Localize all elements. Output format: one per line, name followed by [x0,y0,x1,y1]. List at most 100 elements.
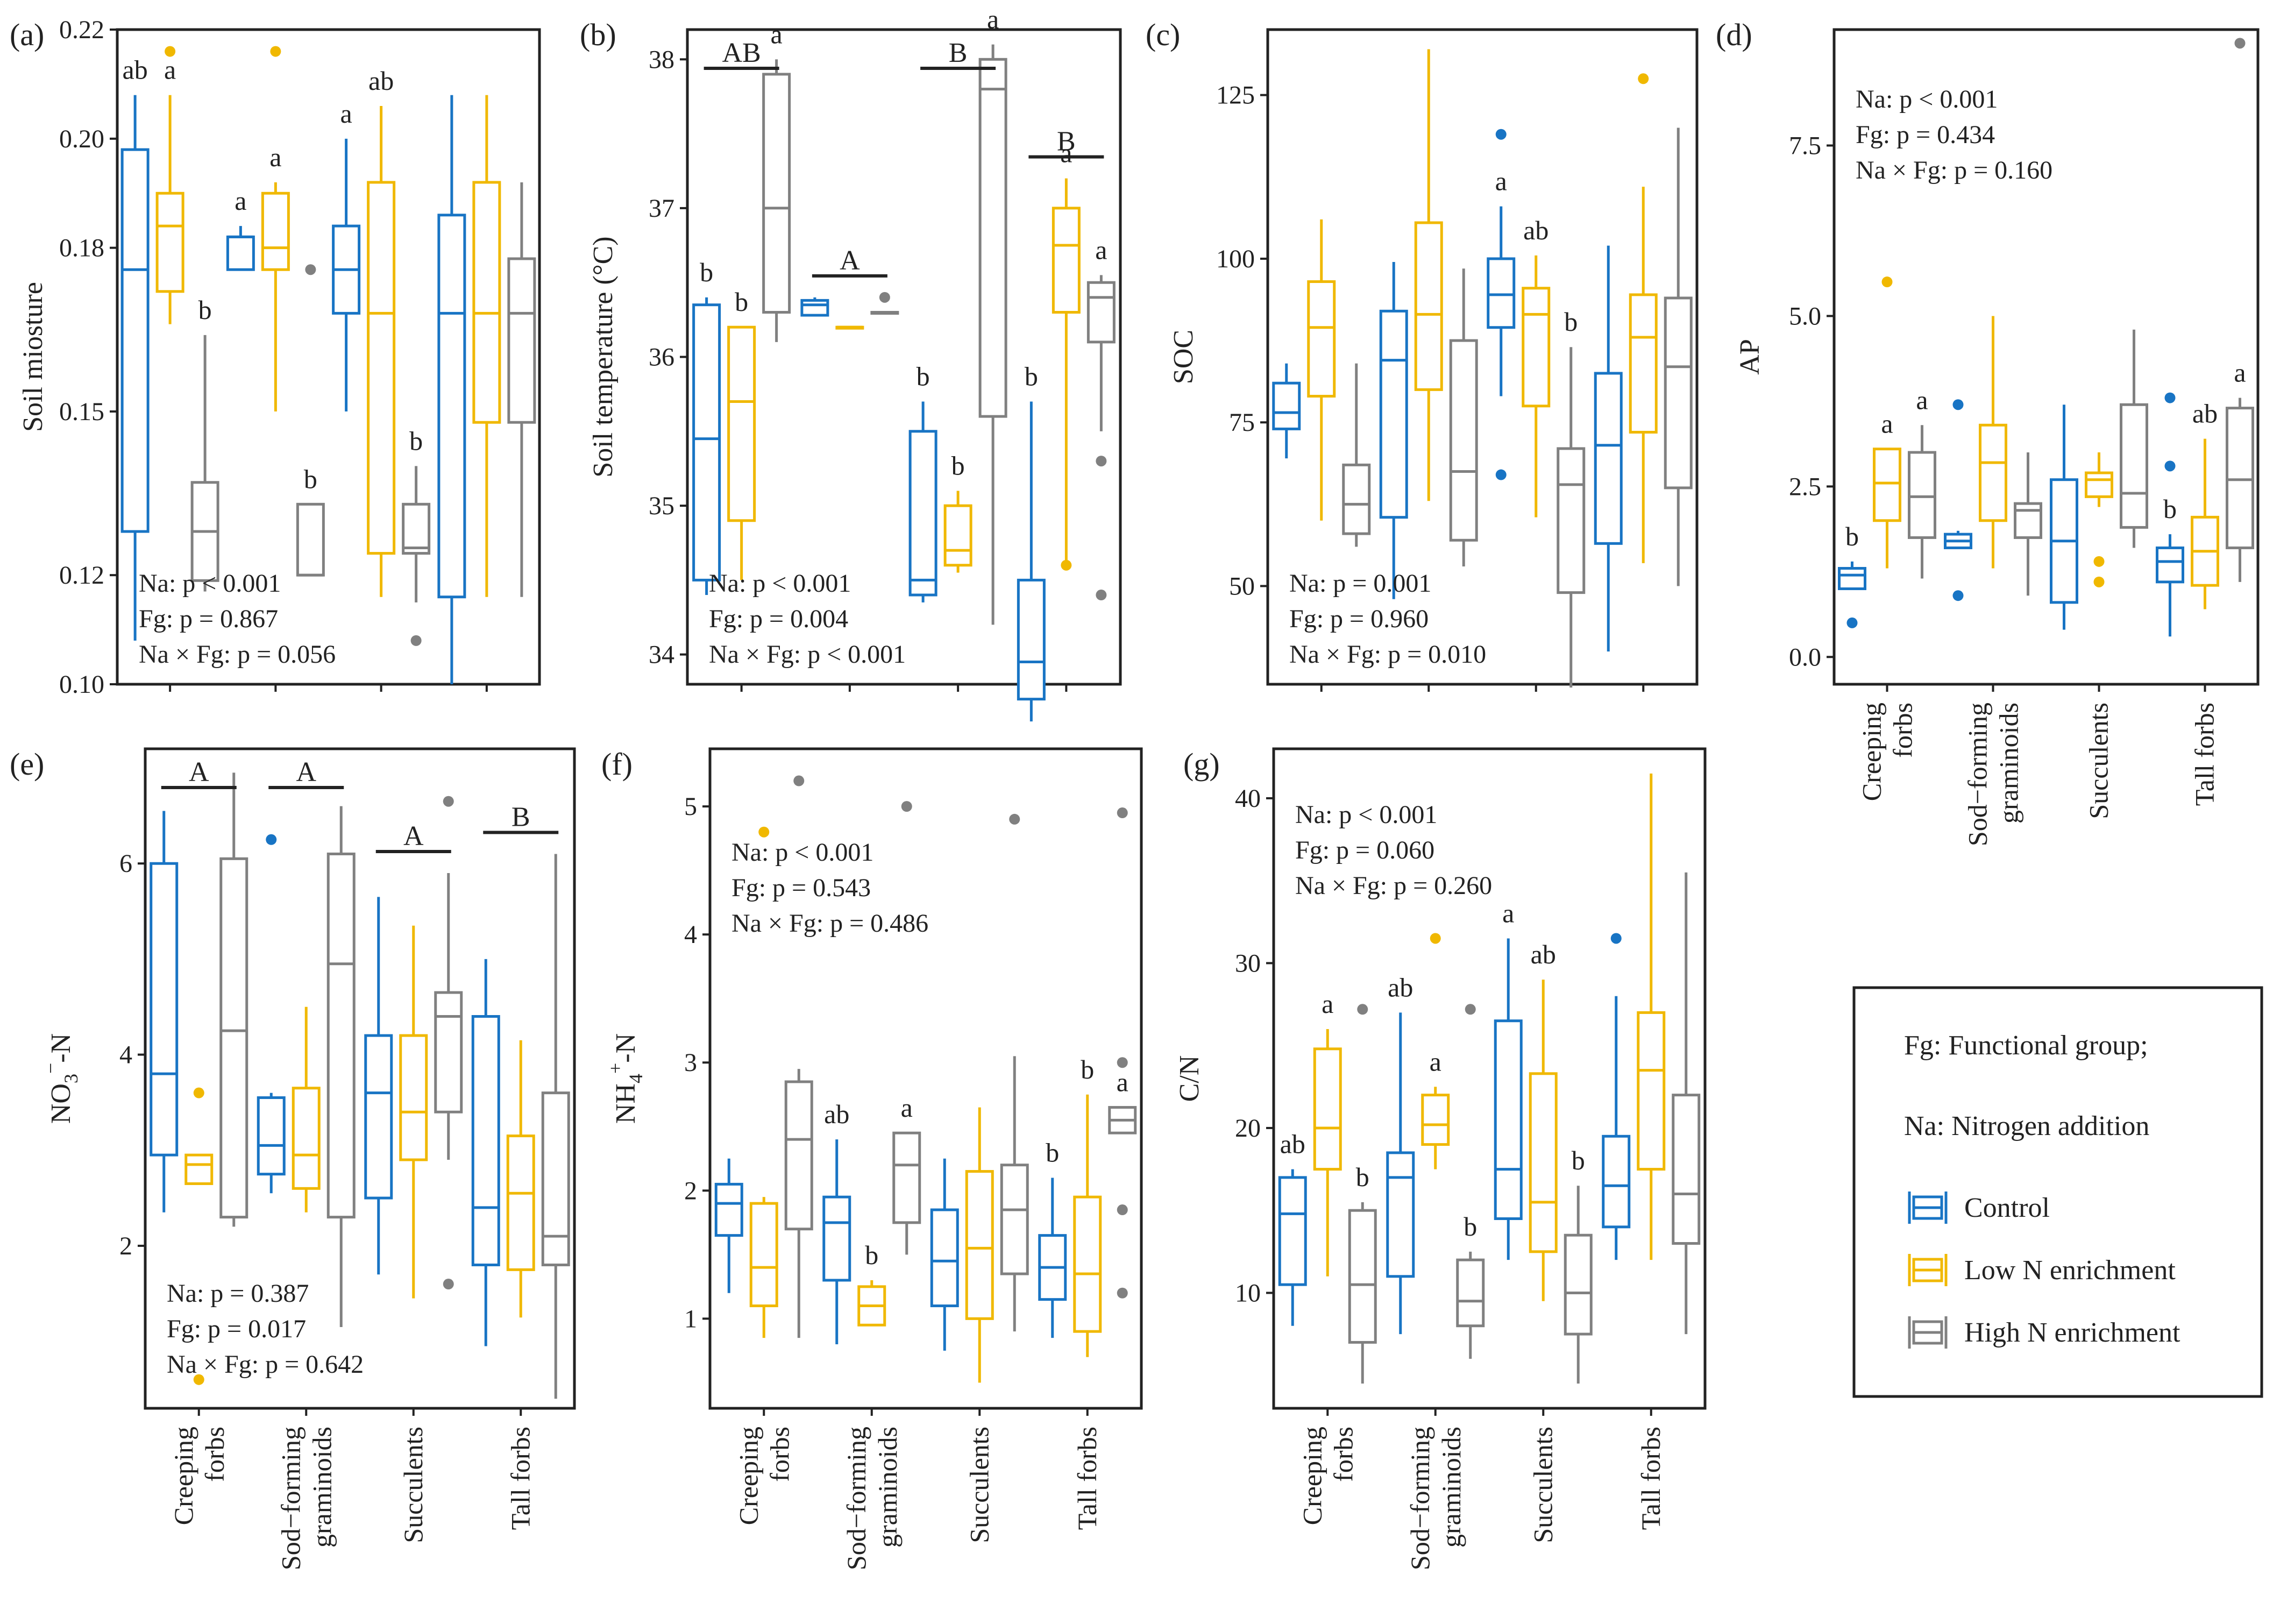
box-iqr [1086,281,1116,344]
box-iqr [1386,1151,1415,1278]
box-iqr [1494,1019,1523,1221]
box-control: a [1487,129,1516,480]
box-iqr [1000,1164,1029,1275]
box-low-n: a [261,46,290,412]
stats-line: Na × Fg: p = 0.160 [1856,156,2052,185]
box-iqr [908,430,937,597]
box-high-n: a [1108,807,1137,1299]
outlier-point [2093,576,2105,587]
box-low-n: ab [1522,215,1551,517]
box-iqr [2120,403,2148,529]
box-group-4 [1594,73,1693,652]
stats-line: Na: p < 0.001 [1856,85,1998,114]
box-control: b [908,361,937,602]
box-low-n [1979,316,2007,569]
significance-letter: b [865,1240,878,1270]
significance-letter: a [1117,1067,1128,1097]
box-iqr [1313,1047,1342,1171]
box-low-n: b [1073,1054,1102,1357]
outlier-point [193,1374,204,1385]
outlier-point [1952,590,1964,601]
box-iqr [507,257,536,424]
significance-letter: b [1572,1145,1585,1175]
box-iqr [800,299,829,317]
significance-letter: b [951,450,965,480]
box-iqr [226,235,255,271]
stats-line: Na × Fg: p = 0.260 [1295,871,1492,900]
box-group-3 [930,813,1029,1383]
outlier-point [2164,392,2176,403]
box-high-n [434,796,463,1290]
box-group-2 [800,292,899,330]
box-low-n [965,1107,994,1383]
y-tick-label: 0.10 [59,670,104,699]
outlier-point [1638,73,1649,84]
legend-item-low-n: Low N enrichment [1964,1255,2176,1286]
box-control: ab [1386,972,1415,1335]
y-tick-label: 36 [649,343,674,372]
box-high-n [2120,329,2148,548]
box-iqr [402,502,431,555]
y-axis-label: C/N [1174,1055,1205,1102]
significance-letter: a [2234,358,2246,388]
outlier-point [1495,469,1507,480]
y-tick-label: 10 [1235,1279,1261,1307]
box-iqr [1342,463,1371,535]
significance-letter: ab [1280,1129,1305,1159]
significance-letter: a [1322,989,1333,1019]
box-control [1944,399,1972,601]
group-letter: AB [722,38,761,68]
stats-line: Fg: p = 0.960 [1289,605,1429,633]
box-control: b [1017,361,1046,722]
significance-letter: b [1845,521,1859,551]
y-axis-label: NH4+-N [605,1033,647,1124]
box-iqr [943,504,972,567]
box-iqr [364,1034,393,1200]
panel-label-g: (g) [1183,747,1220,782]
x-category-label: Sod−forming [1405,1427,1435,1570]
y-tick-label: 100 [1216,245,1255,273]
outlier-point [1610,933,1622,944]
x-category-label: Creeping [1857,703,1887,801]
box-iqr [1487,257,1516,329]
significance-letter: a [1430,1046,1441,1076]
box-iqr [978,58,1007,418]
significance-letter: b [1081,1054,1094,1084]
box-group-1 [150,772,248,1385]
box-iqr [930,1208,959,1308]
legend-na-note: Na: Nitrogen addition [1904,1111,2149,1141]
y-tick-label: 0.20 [59,125,104,153]
box-low-n: ab [367,66,396,597]
box-control: b [1038,1137,1067,1338]
stats-line: Fg: p = 0.543 [731,874,871,902]
significance-letter: b [1564,307,1578,337]
stats-line: Fg: p = 0.060 [1295,836,1434,864]
box-iqr [1529,1072,1558,1253]
box-group-3: aab b [332,66,431,646]
x-category-label: forbs [1328,1427,1358,1482]
y-tick-label: 50 [1229,572,1255,600]
box-iqr [326,852,356,1219]
box-iqr [506,1134,535,1271]
box-iqr [292,1087,321,1190]
box-high-n: b [190,295,219,592]
box-control [437,95,466,684]
panel-label-c: (c) [1146,17,1180,52]
box-low-n: a [1052,138,1081,571]
box-iqr [727,325,756,522]
stats-line: Fg: p = 0.004 [709,605,848,633]
y-tick-label: 125 [1216,81,1255,110]
box-high-n [541,854,570,1399]
y-tick-label: 35 [649,492,674,520]
x-category-label: Creeping [168,1427,198,1525]
box-iqr [714,1182,743,1237]
outlier-point [270,46,281,57]
legend-key-control [1908,1192,1948,1224]
box-low-n: ab [2191,399,2219,609]
box-iqr [1838,566,1866,591]
y-axis-label: Soil miosture [18,282,48,432]
box-high-n [326,806,356,1327]
box-group-1: b aa [1838,276,1936,628]
stats-line: Na × Fg: p = 0.056 [139,640,336,669]
